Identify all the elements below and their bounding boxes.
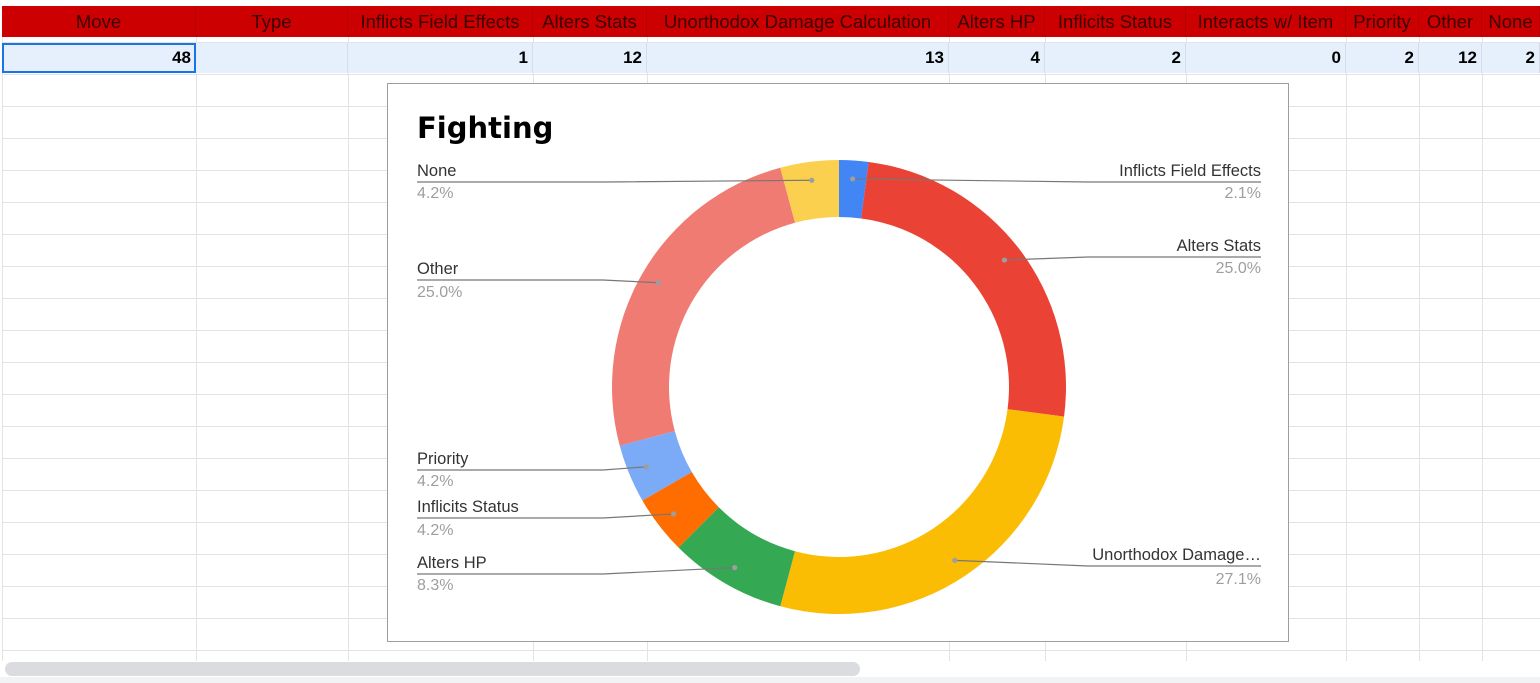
leader-line [417,513,674,519]
value-cell[interactable]: 4 [949,43,1045,73]
leader-line [417,566,735,575]
chart-title: Fighting [417,111,554,145]
donut-slice[interactable] [619,430,692,501]
donut-slice[interactable] [780,409,1065,614]
slice-percent: 25.0% [1216,260,1261,277]
leader-dot [643,464,649,470]
header-cell[interactable]: Alters HP [949,6,1045,37]
header-cell[interactable]: Type [196,6,348,37]
header-cell[interactable]: None [1482,6,1540,37]
column-gridline [1346,6,1347,661]
value-cell[interactable] [196,43,348,73]
column-gridline [2,6,3,661]
leader-dot [850,176,856,182]
header-cell[interactable]: Unorthodox Damage Calculation [647,6,949,37]
donut-slice[interactable] [642,472,719,548]
slice-label: Alters HP [417,554,487,572]
leader-line [1004,256,1261,261]
row-gridline [2,42,1540,43]
slice-percent: 4.2% [417,473,453,490]
slice-label: None [417,162,456,180]
leader-dot [655,280,662,286]
slice-percent: 2.1% [1225,185,1261,202]
leader-line [417,179,812,183]
value-cell[interactable]: 12 [1419,43,1482,73]
header-cell[interactable]: Inflicts Field Effects [348,6,533,37]
sheet-bottom-strip [0,677,1540,683]
column-gridline [348,6,349,661]
value-cell[interactable]: 0 [1186,43,1346,73]
header-cell[interactable]: Inflicits Status [1045,6,1186,37]
donut-slice[interactable] [780,160,839,223]
header-cell[interactable]: Alters Stats [533,6,647,37]
value-cell[interactable]: 2 [1482,43,1540,73]
slice-label: Other [417,260,459,278]
header-cell[interactable]: Other [1419,6,1482,37]
value-cell[interactable]: 13 [647,43,949,73]
header-cell[interactable]: Move [2,6,196,37]
header-cell[interactable]: Interacts w/ Item [1186,6,1346,37]
column-gridline [196,6,197,661]
column-gridline [1419,6,1420,661]
leader-line [852,178,1261,183]
value-cell[interactable]: 12 [533,43,647,73]
leader-dot [670,511,677,517]
value-cell[interactable]: 2 [1346,43,1419,73]
slice-percent: 8.3% [417,577,453,594]
selected-value-cell[interactable]: 48 [2,43,196,73]
donut-chart-svg: Inflicts Field Effects 2.1% Alters Stats 25… [417,160,1261,614]
horizontal-scrollbar-thumb[interactable] [5,662,860,676]
donut-slice[interactable] [612,167,796,446]
slice-label: Inflicts Field Effects [1119,162,1261,180]
slice-label: Inflicits Status [417,498,519,516]
value-cell[interactable]: 1 [348,43,533,73]
leader-line [954,559,1261,567]
column-gridline [1482,6,1483,661]
slice-percent: 4.2% [417,522,453,539]
row-gridline [2,650,1540,651]
header-cell[interactable]: Priority [1346,6,1419,37]
leader-dot [952,557,958,563]
slice-label: Unorthodox Damage… [1092,546,1261,564]
leader-line [417,279,659,284]
donut-chart[interactable]: Fighting Inflicts Field Effects 2.1% Alter… [387,83,1289,642]
leader-dot [809,177,815,183]
row-gridline [2,74,1540,75]
donut-slice[interactable] [861,161,1066,417]
donut-slice[interactable] [839,160,869,219]
value-cell[interactable]: 2 [1045,43,1186,73]
slice-percent: 25.0% [417,284,462,301]
leader-dot [732,564,738,571]
donut-slice[interactable] [678,507,796,607]
leader-line [417,466,647,471]
slice-label: Priority [417,450,469,468]
slice-label: Alters Stats [1177,237,1261,255]
leader-dot [1001,257,1008,263]
slice-percent: 27.1% [1216,571,1261,588]
slice-percent: 4.2% [417,185,453,202]
